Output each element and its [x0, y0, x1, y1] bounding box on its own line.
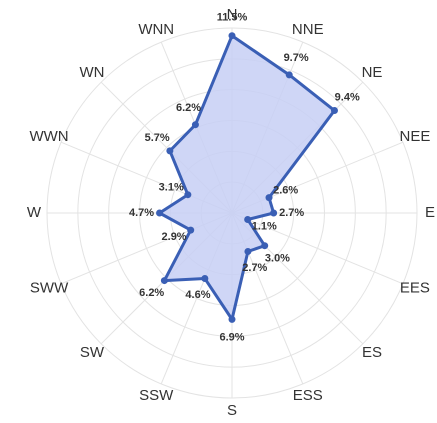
value-label: 3.0%	[265, 252, 290, 264]
category-label: S	[227, 402, 237, 419]
value-label: 6.2%	[176, 102, 201, 114]
category-label: NNE	[292, 21, 324, 38]
value-label: 2.9%	[162, 231, 187, 243]
category-label: E	[425, 204, 435, 221]
spoke	[231, 212, 404, 285]
point	[166, 147, 174, 155]
point	[330, 107, 338, 115]
value-label: 6.9%	[219, 331, 244, 343]
category-label: W	[27, 204, 42, 221]
value-label: 1.1%	[252, 220, 277, 232]
value-label: 6.2%	[139, 287, 164, 299]
category-label: EES	[400, 280, 430, 297]
value-label: 11.5%	[217, 12, 248, 24]
value-label: 2.6%	[273, 185, 298, 197]
point	[184, 191, 192, 199]
value-label: 2.7%	[242, 262, 267, 274]
value-label: 4.7%	[129, 207, 154, 219]
category-label: NE	[362, 64, 383, 81]
point	[285, 71, 293, 79]
point	[244, 247, 252, 255]
point	[261, 242, 269, 250]
value-label: 4.6%	[185, 289, 210, 301]
point	[265, 194, 273, 202]
category-label: ES	[362, 344, 382, 361]
category-label: WWN	[29, 128, 68, 145]
point	[187, 226, 195, 234]
point	[201, 275, 209, 283]
point	[228, 315, 236, 323]
value-label: 9.7%	[284, 52, 309, 64]
point	[160, 277, 168, 285]
radar-area	[158, 34, 336, 321]
point	[270, 209, 278, 217]
value-label: 2.7%	[279, 207, 304, 219]
value-label: 9.4%	[335, 92, 360, 104]
point	[156, 209, 164, 217]
category-label: ESS	[293, 387, 323, 404]
point	[244, 215, 252, 223]
category-label: NEE	[400, 128, 431, 145]
point	[191, 121, 199, 129]
value-label: 3.1%	[159, 182, 184, 194]
category-label: N	[227, 6, 238, 23]
category-label: SSW	[139, 387, 174, 404]
category-label: WN	[79, 64, 104, 81]
value-label: 5.7%	[145, 132, 170, 144]
point	[228, 32, 236, 40]
category-label: SW	[80, 344, 105, 361]
category-label: WNN	[138, 21, 174, 38]
category-label: SWW	[30, 280, 69, 297]
